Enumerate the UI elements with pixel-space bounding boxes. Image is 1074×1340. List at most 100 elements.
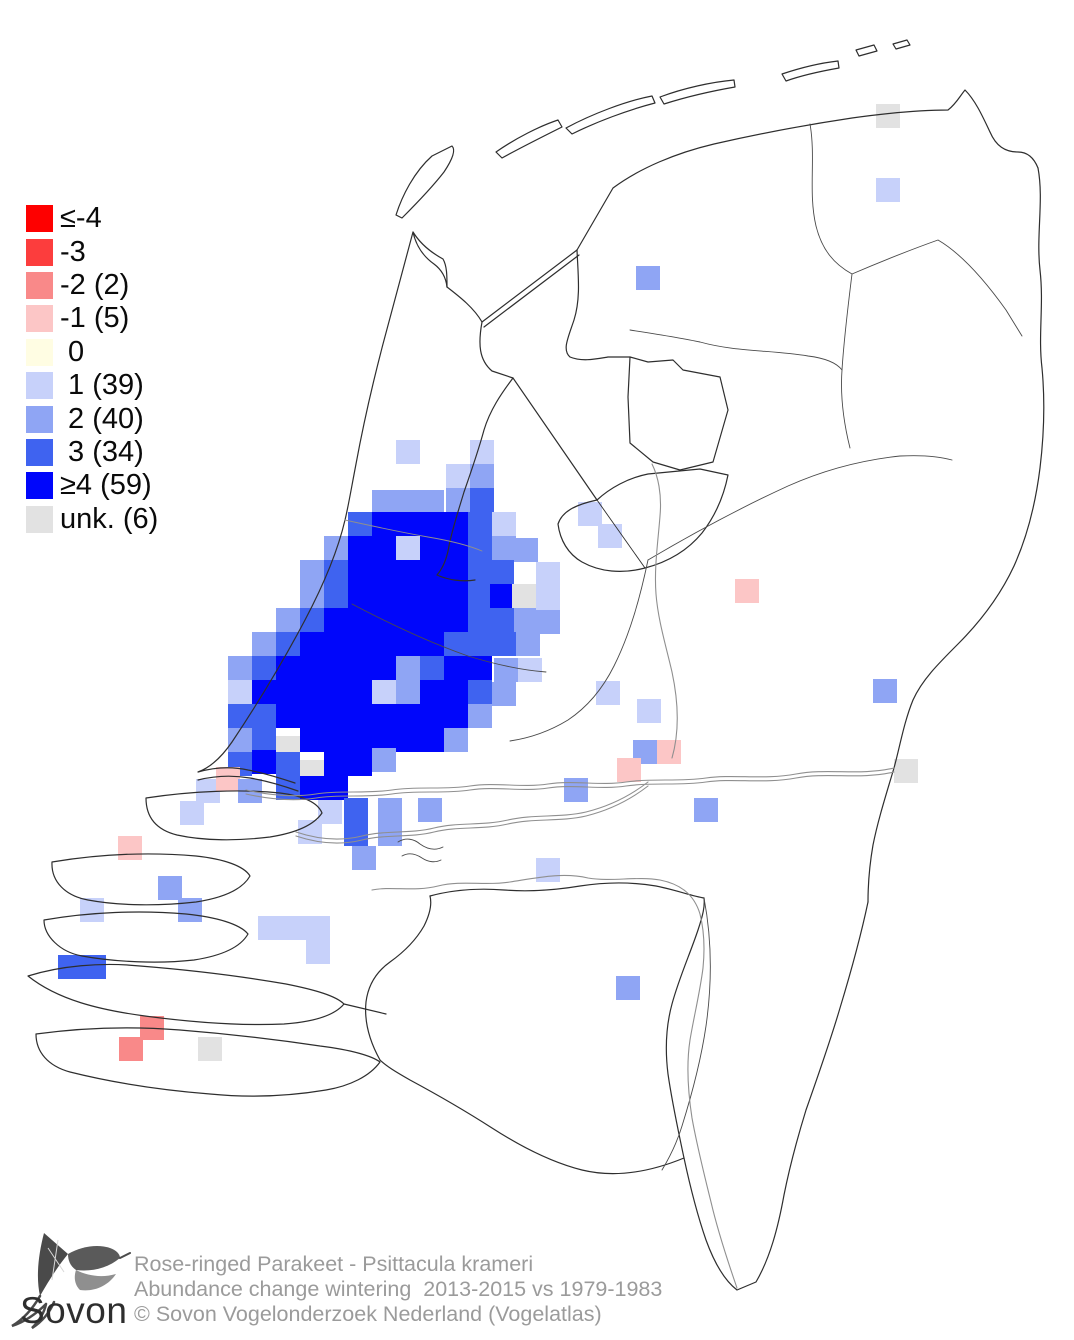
grid-cell — [324, 632, 348, 656]
grid-cell — [420, 536, 444, 560]
grid-cell — [492, 682, 516, 706]
grid-cell — [470, 488, 494, 512]
grid-cell — [276, 680, 300, 704]
grid-cell — [596, 681, 620, 705]
legend-label: -2 (2) — [60, 268, 130, 301]
legend-label: 0 — [60, 335, 85, 368]
grid-cell — [492, 632, 516, 656]
grid-cell — [470, 464, 494, 488]
grid-cell — [617, 758, 641, 782]
grid-cell — [490, 560, 514, 584]
grid-cell — [468, 512, 492, 536]
grid-cell — [468, 656, 492, 680]
legend-label: 3 (34) — [60, 435, 144, 468]
grid-cell — [372, 584, 396, 608]
caption-subtitle: Abundance change wintering 2013-2015 vs … — [134, 1277, 663, 1301]
grid-cell — [444, 584, 468, 608]
legend-row: unk. (6) — [26, 503, 158, 536]
grid-cell — [536, 610, 560, 634]
grid-cell — [694, 798, 718, 822]
legend-row: ≥4 (59) — [26, 469, 158, 502]
grid-cell — [637, 699, 661, 723]
grid-cell — [300, 584, 324, 608]
grid-cell — [252, 656, 276, 680]
grid-cell — [324, 728, 348, 752]
grid-cell — [252, 632, 276, 656]
grid-cell — [372, 512, 396, 536]
map-caption: Rose-ringed Parakeet - Psittacula kramer… — [134, 1252, 662, 1327]
grid-cell — [598, 524, 622, 548]
grid-cell — [444, 560, 468, 584]
grid-cell — [300, 632, 324, 656]
grid-cell — [420, 632, 444, 656]
grid-cell — [468, 704, 492, 728]
grid-cell — [396, 584, 420, 608]
grid-cell — [252, 704, 276, 728]
grid-cell — [396, 608, 420, 632]
grid-cell — [348, 632, 372, 656]
grid-cell — [324, 680, 348, 704]
legend-swatch — [26, 238, 53, 266]
grid-cell — [470, 440, 494, 464]
grid-cell — [514, 538, 538, 562]
grid-cell — [348, 704, 372, 728]
grid-cell — [494, 658, 518, 682]
grid-cell — [306, 916, 330, 940]
legend-swatch — [26, 405, 53, 433]
grid-cell — [490, 608, 514, 632]
legend-swatch — [26, 205, 53, 233]
grid-cell — [348, 512, 372, 536]
grid-cell — [324, 656, 348, 680]
grid-cell — [876, 178, 900, 202]
grid-cell — [252, 728, 276, 752]
grid-cell — [348, 608, 372, 632]
grid-cell — [324, 752, 348, 776]
grid-cell — [228, 680, 252, 704]
grid-cell — [228, 728, 252, 752]
legend-swatch — [26, 271, 53, 299]
grid-cell — [348, 752, 372, 776]
grid-cell — [468, 608, 492, 632]
caption-species: Rose-ringed Parakeet - Psittacula kramer… — [134, 1252, 534, 1276]
grid-cell — [444, 704, 468, 728]
grid-cell — [564, 778, 588, 802]
grid-cell — [396, 632, 420, 656]
grid-cell — [735, 579, 759, 603]
grid-cell — [276, 752, 300, 776]
grid-cell — [468, 560, 492, 584]
grid-cell — [420, 608, 444, 632]
grid-cell — [300, 656, 324, 680]
grid-cell — [82, 955, 106, 979]
grid-cell — [282, 916, 306, 940]
grid-cell — [372, 680, 396, 704]
legend-swatch — [26, 438, 53, 466]
grid-cell — [158, 876, 182, 900]
legend-label: ≤-4 — [60, 202, 102, 235]
grid-cell — [578, 502, 602, 526]
legend-swatch — [26, 472, 53, 500]
grid-cell — [119, 1037, 143, 1061]
grid-cell — [418, 798, 442, 822]
swallow-icon — [11, 1233, 131, 1330]
grid-cell — [58, 955, 82, 979]
grid-cell — [396, 490, 420, 514]
grid-cell — [252, 680, 276, 704]
grid-cell — [178, 898, 202, 922]
legend-row: 1 (39) — [26, 369, 158, 402]
legend-label: -1 (5) — [60, 302, 130, 335]
grid-cell — [420, 584, 444, 608]
legend-row: -2 (2) — [26, 269, 158, 302]
legend-label: ≥4 (59) — [60, 469, 152, 502]
legend-label: -3 — [60, 235, 86, 268]
legend-row: 2 (40) — [26, 402, 158, 435]
legend-label: 2 (40) — [60, 402, 144, 435]
legend-label: unk. (6) — [60, 502, 159, 535]
legend: ≤-4 -3 -2 (2) -1 (5) 0 1 (39) 2 (40) 3 (34)… — [26, 202, 158, 536]
grid-cell — [276, 632, 300, 656]
grid-cell — [396, 656, 420, 680]
grid-cell — [372, 490, 396, 514]
grid-cell — [444, 632, 468, 656]
legend-row: 3 (34) — [26, 436, 158, 469]
grid-cell — [657, 740, 681, 764]
grid-cell — [324, 560, 348, 584]
